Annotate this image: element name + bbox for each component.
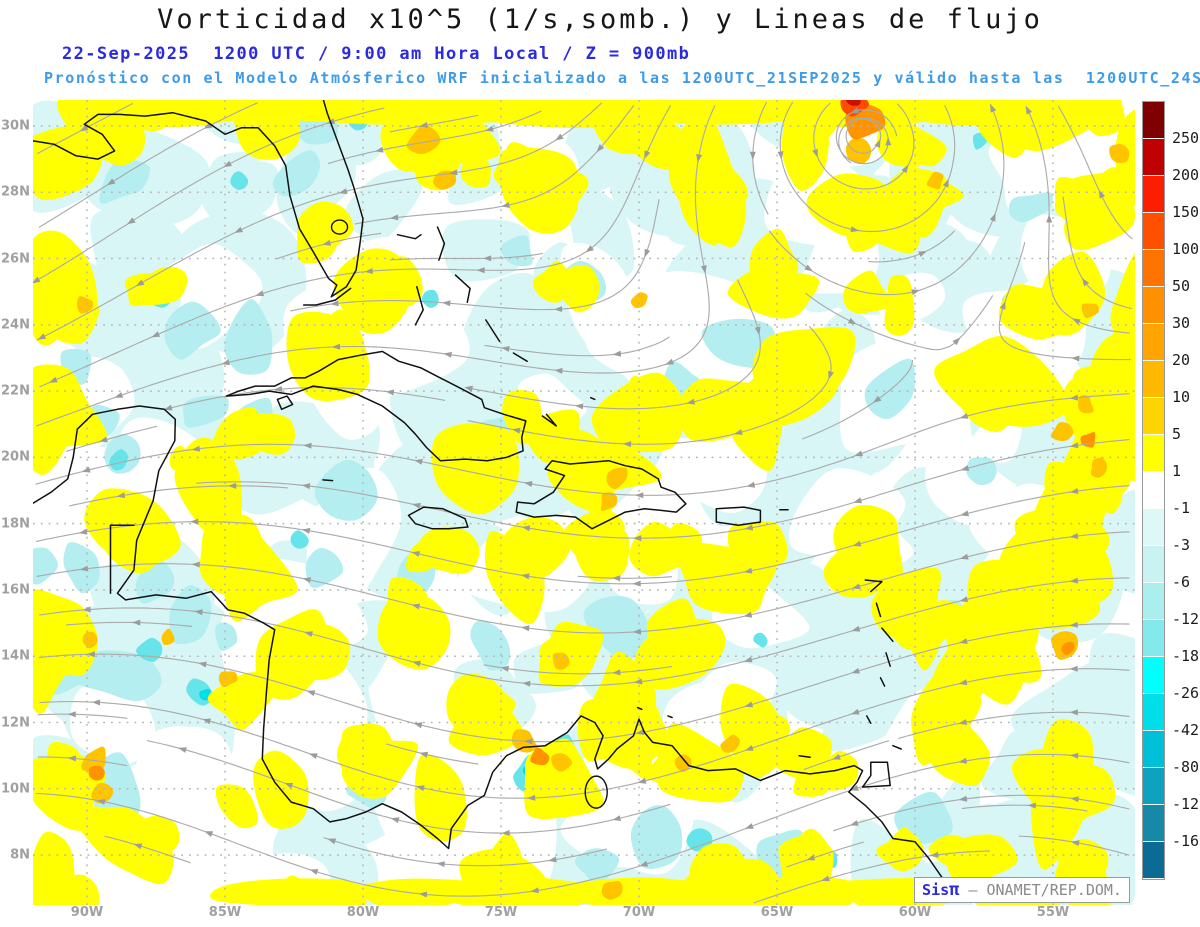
colorbar-tick-label: 100 — [1172, 240, 1200, 258]
lat-tick-label: 22N — [1, 383, 30, 399]
lon-tick-label: 80W — [346, 905, 380, 920]
colorbar-tick-label: -120 — [1172, 795, 1200, 813]
valid-time-line: 22-Sep-2025 1200 UTC / 9:00 am Hora Loca… — [62, 44, 691, 64]
colorbar-tick-label: 10 — [1172, 388, 1191, 406]
colorbar-tick-label: -12 — [1172, 610, 1200, 628]
vorticity-shading-layer — [33, 100, 1135, 905]
lat-tick-label: 28N — [1, 184, 30, 200]
branding-pi-logo: π — [949, 880, 960, 900]
colorbar-tick-label: 20 — [1172, 351, 1191, 369]
lat-tick-label: 24N — [1, 317, 30, 333]
lat-tick-label: 18N — [1, 516, 30, 532]
lon-tick-label: 85W — [208, 905, 242, 920]
colorbar-tick-label: 1 — [1172, 462, 1182, 480]
lat-tick-label: 30N — [1, 118, 30, 134]
colorbar-segment — [1143, 694, 1164, 731]
colorbar-segment — [1143, 139, 1164, 176]
colorbar-tick-label: -42 — [1172, 721, 1200, 739]
colorbar-tick-label: 30 — [1172, 314, 1191, 332]
lon-tick-label: 60W — [898, 905, 932, 920]
colorbar-tick-label: 50 — [1172, 277, 1191, 295]
colorbar-segment — [1143, 472, 1164, 509]
colorbar-segment — [1143, 102, 1164, 139]
colorbar-segment — [1143, 324, 1164, 361]
colorbar-segment — [1143, 176, 1164, 213]
coastlines-layer — [33, 100, 955, 903]
colorbar-segment — [1143, 361, 1164, 398]
lat-tick-label: 20N — [1, 449, 30, 465]
colorbar — [1142, 101, 1165, 880]
colorbar-tick-label: -80 — [1172, 758, 1200, 776]
lon-tick-label: 65W — [760, 905, 794, 920]
colorbar-segment — [1143, 398, 1164, 435]
colorbar-tick-label: -3 — [1172, 536, 1191, 554]
colorbar-segment — [1143, 287, 1164, 324]
colorbar-tick-label: -26 — [1172, 684, 1200, 702]
streamlines-layer — [33, 101, 1133, 904]
lon-tick-label: 90W — [70, 905, 104, 920]
colorbar-segment — [1143, 435, 1164, 472]
lat-tick-label: 10N — [1, 781, 30, 797]
colorbar-segment — [1143, 768, 1164, 805]
forecast-info-line: Pronóstico con el Modelo Atmósferico WRF… — [44, 69, 1200, 87]
lat-tick-label: 8N — [10, 847, 30, 863]
colorbar-tick-label: 200 — [1172, 166, 1200, 184]
colorbar-segment — [1143, 842, 1164, 879]
colorbar-segment — [1143, 731, 1164, 768]
colorbar-tick-label: 5 — [1172, 425, 1182, 443]
colorbar-tick-label: -18 — [1172, 647, 1200, 665]
colorbar-tick-label: -160 — [1172, 832, 1200, 850]
colorbar-segment — [1143, 546, 1164, 583]
lat-tick-label: 12N — [1, 715, 30, 731]
colorbar-segment — [1143, 620, 1164, 657]
colorbar-tick-label: 250 — [1172, 129, 1200, 147]
page-title: Vorticidad x10^5 (1/s,somb.) y Lineas de… — [157, 4, 1043, 35]
branding-app-name: Sis — [922, 881, 950, 899]
colorbar-tick-label: 150 — [1172, 203, 1200, 221]
lat-tick-label: 26N — [1, 251, 30, 267]
colorbar-segment — [1143, 583, 1164, 620]
lon-tick-label: 70W — [622, 905, 656, 920]
colorbar-segment — [1143, 213, 1164, 250]
lat-tick-label: 14N — [1, 648, 30, 664]
branding-box: Sisπ — ONAMET/REP.DOM. — [914, 877, 1130, 903]
lon-tick-label: 55W — [1036, 905, 1070, 920]
colorbar-segment — [1143, 657, 1164, 694]
lon-tick-label: 75W — [484, 905, 518, 920]
colorbar-segment — [1143, 250, 1164, 287]
lat-tick-label: 16N — [1, 582, 30, 598]
colorbar-tick-label: -6 — [1172, 573, 1191, 591]
colorbar-tick-label: -1 — [1172, 499, 1191, 517]
colorbar-segment — [1143, 805, 1164, 842]
colorbar-segment — [1143, 509, 1164, 546]
branding-org: — ONAMET/REP.DOM. — [959, 881, 1122, 899]
